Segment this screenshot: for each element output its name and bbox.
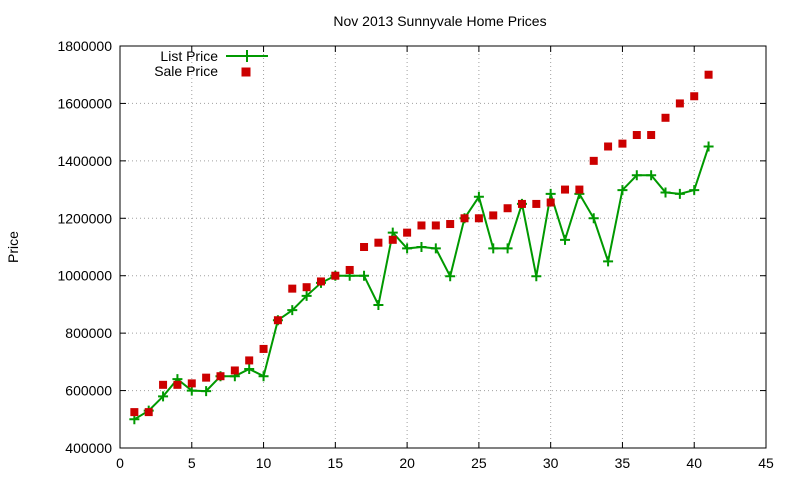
list-price-point	[660, 187, 671, 198]
legend-label-sale-price: Sale Price	[154, 63, 218, 79]
list-price-point	[158, 391, 169, 402]
list-price-point	[445, 271, 456, 282]
x-tick-label: 25	[471, 455, 487, 471]
y-tick-label: 1600000	[57, 95, 112, 111]
list-price-point	[545, 188, 556, 199]
y-tick-label: 1000000	[57, 268, 112, 284]
sale-price-point	[173, 380, 182, 389]
sale-price-point	[417, 221, 426, 230]
sale-price-point	[230, 366, 239, 375]
list-price-point	[588, 213, 599, 224]
list-price-point	[287, 305, 298, 316]
list-price-point	[301, 290, 312, 301]
sale-price-point	[604, 142, 613, 151]
sale-price-point	[216, 372, 225, 381]
list-price-point	[603, 256, 614, 267]
x-tick-label: 5	[188, 455, 196, 471]
sale-price-point	[388, 235, 397, 244]
list-price-point	[373, 300, 384, 311]
list-price-point	[359, 270, 370, 281]
list-price-point	[402, 243, 413, 254]
y-axis-label: Price	[5, 231, 21, 263]
sale-price-point	[360, 243, 369, 251]
list-price-point	[502, 243, 513, 254]
sale-price-point	[561, 185, 570, 194]
list-price-point	[531, 271, 542, 282]
sale-price-point	[460, 214, 469, 223]
axis-ticks: 0 5 10 15 20 25 30 35 40 45 400000 600000 800000 1000…	[57, 38, 774, 471]
list-price-point	[617, 185, 628, 196]
x-tick-label: 20	[399, 455, 415, 471]
sale-price-point	[690, 92, 699, 101]
y-tick-label: 1400000	[57, 153, 112, 169]
x-tick-label: 30	[543, 455, 559, 471]
sale-price-point	[503, 204, 512, 213]
list-price-point	[244, 364, 255, 375]
x-tick-label: 45	[758, 455, 774, 471]
legend: List Price Sale Price	[154, 48, 268, 79]
chart-title: Nov 2013 Sunnyvale Home Prices	[333, 13, 546, 29]
legend-label-list-price: List Price	[160, 48, 218, 64]
list-price-point	[488, 243, 499, 254]
series	[129, 70, 714, 425]
sale-price-point	[704, 70, 713, 79]
y-tick-label: 1800000	[57, 38, 112, 54]
list-price-point	[416, 242, 427, 252]
sale-price-point	[632, 131, 641, 140]
y-tick-label: 800000	[65, 325, 112, 341]
plot-frame	[119, 45, 767, 449]
sale-price-point	[144, 408, 153, 417]
sale-price-point	[259, 344, 268, 353]
list-price-point	[258, 371, 269, 382]
sale-price-point	[546, 198, 555, 207]
sale-price-point	[618, 139, 627, 148]
x-tick-label: 15	[328, 455, 344, 471]
sale-price-point	[532, 199, 541, 208]
sale-price-point	[403, 228, 412, 237]
sale-price-point	[245, 356, 254, 365]
x-tick-label: 40	[686, 455, 702, 471]
list-price-point	[430, 243, 441, 254]
list-price-point	[473, 191, 484, 202]
sale-price-point	[575, 185, 584, 194]
sale-price-point	[345, 265, 354, 274]
list-price-point	[703, 141, 714, 152]
sale-price-point	[288, 284, 297, 293]
legend-marker-sale-price	[241, 67, 251, 77]
sale-price-point	[130, 408, 139, 417]
x-tick-label: 35	[615, 455, 631, 471]
sale-price-point	[474, 214, 483, 223]
y-tick-label: 1200000	[57, 210, 112, 226]
sale-price-point	[675, 99, 684, 108]
list-price-point	[201, 386, 212, 397]
sale-price-point	[273, 316, 282, 325]
sale-price-point	[316, 277, 325, 286]
sale-price-point	[302, 283, 311, 292]
sale-price-point	[647, 131, 656, 140]
y-tick-label: 600000	[65, 383, 112, 399]
sale-price-point	[589, 156, 598, 165]
sale-price-point	[517, 199, 526, 208]
sale-price-point	[446, 220, 455, 229]
list-price-point	[631, 170, 642, 181]
list-price-point	[689, 185, 700, 196]
sale-price-point	[331, 271, 340, 280]
sale-price-point	[431, 221, 440, 230]
x-tick-label: 10	[256, 455, 272, 471]
list-price-point	[560, 234, 571, 245]
sale-price-point	[489, 211, 498, 220]
x-tick-label: 0	[116, 455, 124, 471]
sale-price-point	[202, 373, 211, 382]
sale-price-point	[159, 380, 168, 389]
list-price-point	[674, 188, 685, 199]
sale-price-point	[187, 379, 196, 388]
sale-price-point	[661, 113, 670, 122]
sale-price-point	[374, 238, 383, 247]
grid	[120, 46, 766, 448]
list-price-point	[646, 170, 657, 181]
legend-marker-list-price	[241, 50, 253, 62]
y-tick-label: 400000	[65, 440, 112, 456]
